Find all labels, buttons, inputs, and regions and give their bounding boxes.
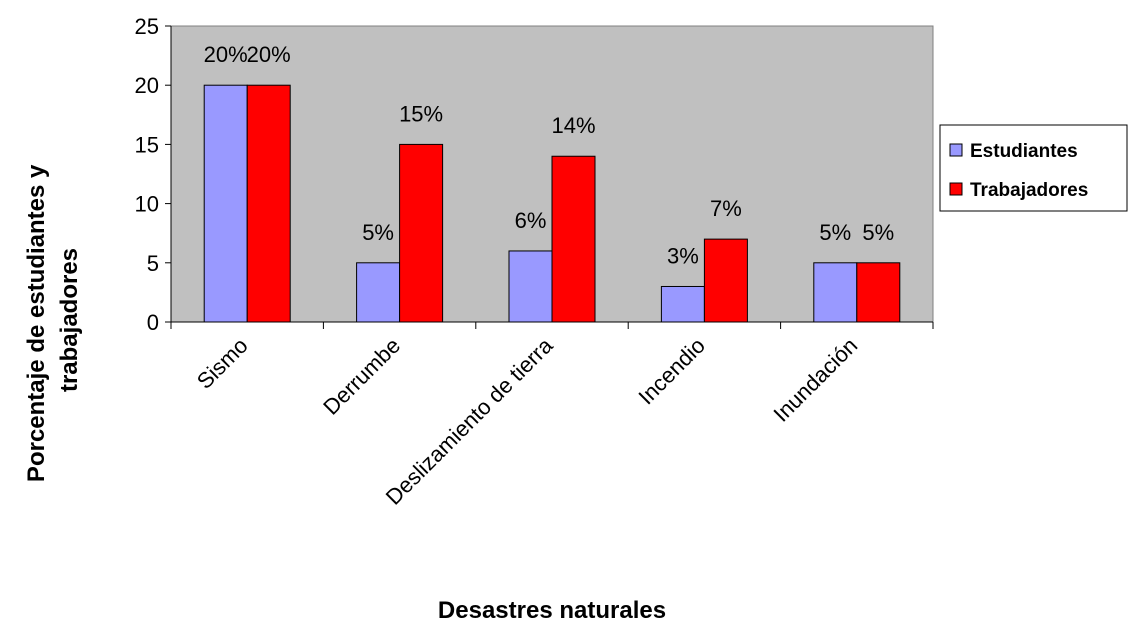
legend-swatch-estudiantes	[949, 143, 963, 157]
bar-trabajadores-deslizamiento-de-tierra	[551, 155, 596, 323]
bar-estudiantes-sismo	[203, 84, 248, 323]
bar-trabajadores-incendio	[703, 238, 748, 323]
y-tick-label-20: 20	[135, 73, 159, 98]
legend-label-estudiantes: Estudiantes	[970, 141, 1078, 162]
data-label-estudiantes-derrumbe: 5%	[362, 220, 394, 245]
data-label-estudiantes-deslizamiento-de-tierra: 6%	[515, 208, 547, 233]
bar-estudiantes-deslizamiento-de-tierra	[508, 250, 553, 323]
data-label-estudiantes-incendio: 3%	[667, 243, 699, 268]
bar-trabajadores-derrumbe	[399, 143, 444, 323]
x-tick-label-derrumbe: Derrumbe	[318, 333, 405, 420]
data-label-estudiantes-sismo: 20%	[204, 42, 248, 67]
x-axis-title: Desastres naturales	[438, 597, 666, 624]
x-tick-label-incendio: Incendio	[633, 333, 710, 410]
y-tick-label-10: 10	[135, 192, 159, 217]
y-tick-label-0: 0	[147, 310, 159, 335]
y-axis-title-line-1: Porcentaje de estudiantes y	[23, 164, 50, 482]
y-tick-label-25: 25	[135, 14, 159, 39]
legend-swatch-trabajadores	[949, 182, 963, 196]
y-axis-title: Porcentaje de estudiantes y trabajadores	[23, 158, 83, 482]
data-label-trabajadores-derrumbe: 15%	[399, 101, 443, 126]
data-label-trabajadores-inundacion: 5%	[862, 220, 894, 245]
bar-estudiantes-inundacion	[813, 262, 858, 323]
data-label-trabajadores-deslizamiento-de-tierra: 14%	[551, 113, 595, 138]
data-label-trabajadores-incendio: 7%	[710, 196, 742, 221]
x-tick-label-inundacion: Inundación	[769, 333, 863, 427]
legend-label-trabajadores: Trabajadores	[970, 180, 1088, 201]
bar-trabajadores-sismo	[246, 84, 291, 323]
y-tick-label-15: 15	[135, 132, 159, 157]
y-axis-title-line-2: trabajadores	[56, 248, 83, 392]
x-tick-label-deslizamiento-de-tierra: Deslizamiento de tierra	[381, 332, 558, 509]
data-label-trabajadores-sismo: 20%	[247, 42, 291, 67]
legend-box	[939, 124, 1128, 212]
y-tick-label-5: 5	[147, 251, 159, 276]
bar-trabajadores-inundacion	[856, 262, 901, 323]
bars-group	[203, 84, 901, 323]
axes-group	[165, 25, 934, 329]
data-label-estudiantes-inundacion: 5%	[819, 220, 851, 245]
bar-estudiantes-incendio	[660, 285, 705, 323]
x-tick-label-sismo: Sismo	[192, 333, 253, 394]
legend: Estudiantes Trabajadores	[939, 124, 1128, 212]
bar-estudiantes-derrumbe	[356, 262, 401, 323]
